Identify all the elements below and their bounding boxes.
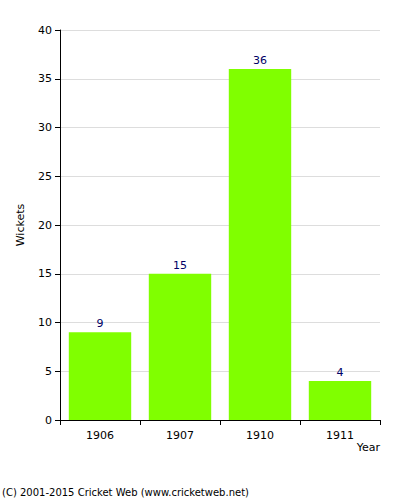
svg-text:9: 9 (97, 317, 104, 330)
svg-text:1911: 1911 (326, 429, 354, 442)
svg-text:1906: 1906 (86, 429, 114, 442)
svg-text:30: 30 (38, 121, 52, 134)
svg-text:4: 4 (337, 366, 344, 379)
svg-text:1907: 1907 (166, 429, 194, 442)
svg-text:(C) 2001-2015 Cricket Web (www: (C) 2001-2015 Cricket Web (www.cricketwe… (2, 487, 249, 498)
svg-text:1910: 1910 (246, 429, 274, 442)
svg-text:0: 0 (45, 414, 52, 427)
svg-text:Wickets: Wickets (14, 203, 27, 246)
svg-text:Year: Year (356, 441, 381, 454)
svg-text:20: 20 (38, 219, 52, 232)
svg-text:10: 10 (38, 316, 52, 329)
svg-text:40: 40 (38, 24, 52, 37)
svg-text:5: 5 (45, 365, 52, 378)
svg-text:35: 35 (38, 72, 52, 85)
svg-text:15: 15 (173, 259, 187, 272)
svg-text:25: 25 (38, 170, 52, 183)
svg-text:36: 36 (253, 54, 267, 67)
svg-text:15: 15 (38, 267, 52, 280)
